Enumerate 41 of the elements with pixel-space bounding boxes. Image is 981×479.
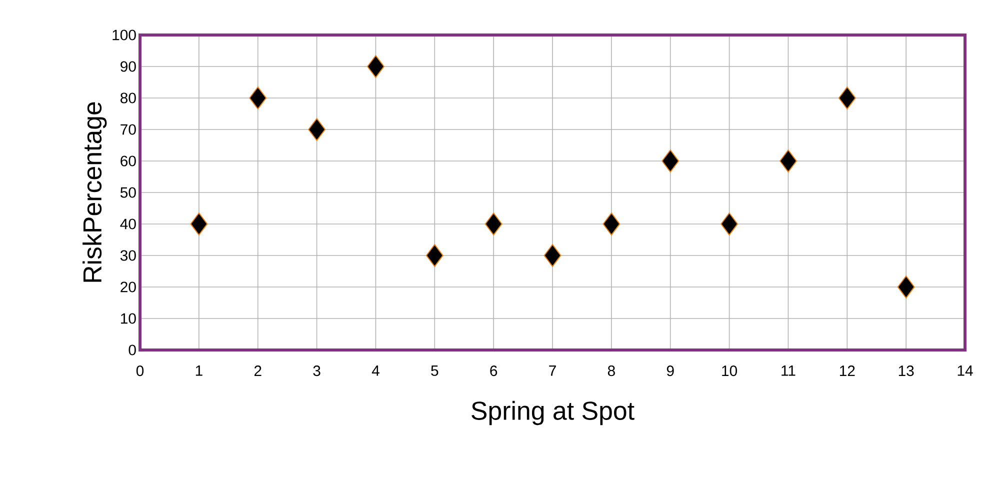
point xyxy=(720,212,738,236)
point xyxy=(897,276,915,298)
x-tick-label: 9 xyxy=(666,366,674,376)
x-tick-label: 6 xyxy=(490,366,498,376)
point xyxy=(484,212,502,236)
y-tick-label: 0 xyxy=(128,344,136,356)
x-tick-label: 10 xyxy=(722,366,738,376)
point xyxy=(544,244,562,267)
y-tick-label: 60 xyxy=(120,156,136,166)
point xyxy=(780,150,797,172)
x-tick-label: 13 xyxy=(898,366,914,376)
x-tick-label: 12 xyxy=(840,366,855,376)
x-tick-label: 5 xyxy=(431,366,438,376)
point xyxy=(367,55,384,78)
x-tick-label: 14 xyxy=(958,366,973,376)
y-tick-label: 40 xyxy=(120,218,136,230)
y-tick-label: 70 xyxy=(120,124,136,135)
x-tick-label: 0 xyxy=(136,366,144,376)
x-tick-label: 1 xyxy=(196,366,202,376)
y-tick-label: 100 xyxy=(112,30,136,40)
point xyxy=(308,118,326,141)
y-tick-label: 90 xyxy=(120,61,136,72)
x-tick-label: 11 xyxy=(782,366,796,376)
point xyxy=(602,212,620,236)
point xyxy=(426,244,444,267)
x-tick-label: 2 xyxy=(254,366,262,376)
x-tick-label: 7 xyxy=(549,366,556,376)
point xyxy=(190,212,208,236)
x-tick-label: 8 xyxy=(608,366,615,376)
x-tick-label: 4 xyxy=(372,366,380,376)
y-tick-label: 20 xyxy=(120,282,136,292)
y-axis-title: RiskPercentage xyxy=(82,102,107,282)
point xyxy=(662,150,680,172)
y-tick-label: 80 xyxy=(120,92,136,104)
y-tick-label: 30 xyxy=(120,250,136,261)
x-axis-title: Spring at Spot xyxy=(472,400,634,426)
y-tick-label: 10 xyxy=(121,313,136,324)
point xyxy=(838,86,856,110)
y-tick-label: 50 xyxy=(120,187,136,198)
x-tick-label: 3 xyxy=(313,366,320,376)
point xyxy=(249,86,267,110)
